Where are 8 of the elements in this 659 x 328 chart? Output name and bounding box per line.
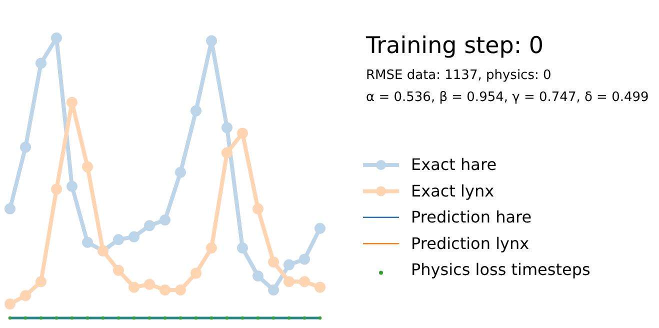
text: Training step: 0	[365, 33, 544, 59]
legend-label: Prediction hare	[411, 208, 532, 227]
legend-label: Exact hare	[411, 155, 497, 174]
legend-label: Exact lynx	[411, 181, 494, 200]
text: α = 0.536, β = 0.954, γ = 0.747, δ = 0.499	[366, 90, 649, 105]
legend-label: Prediction lynx	[411, 234, 530, 253]
text: RMSE data: 1137, physics: 0	[366, 68, 552, 83]
legend-label: Physics loss timesteps	[411, 260, 590, 279]
